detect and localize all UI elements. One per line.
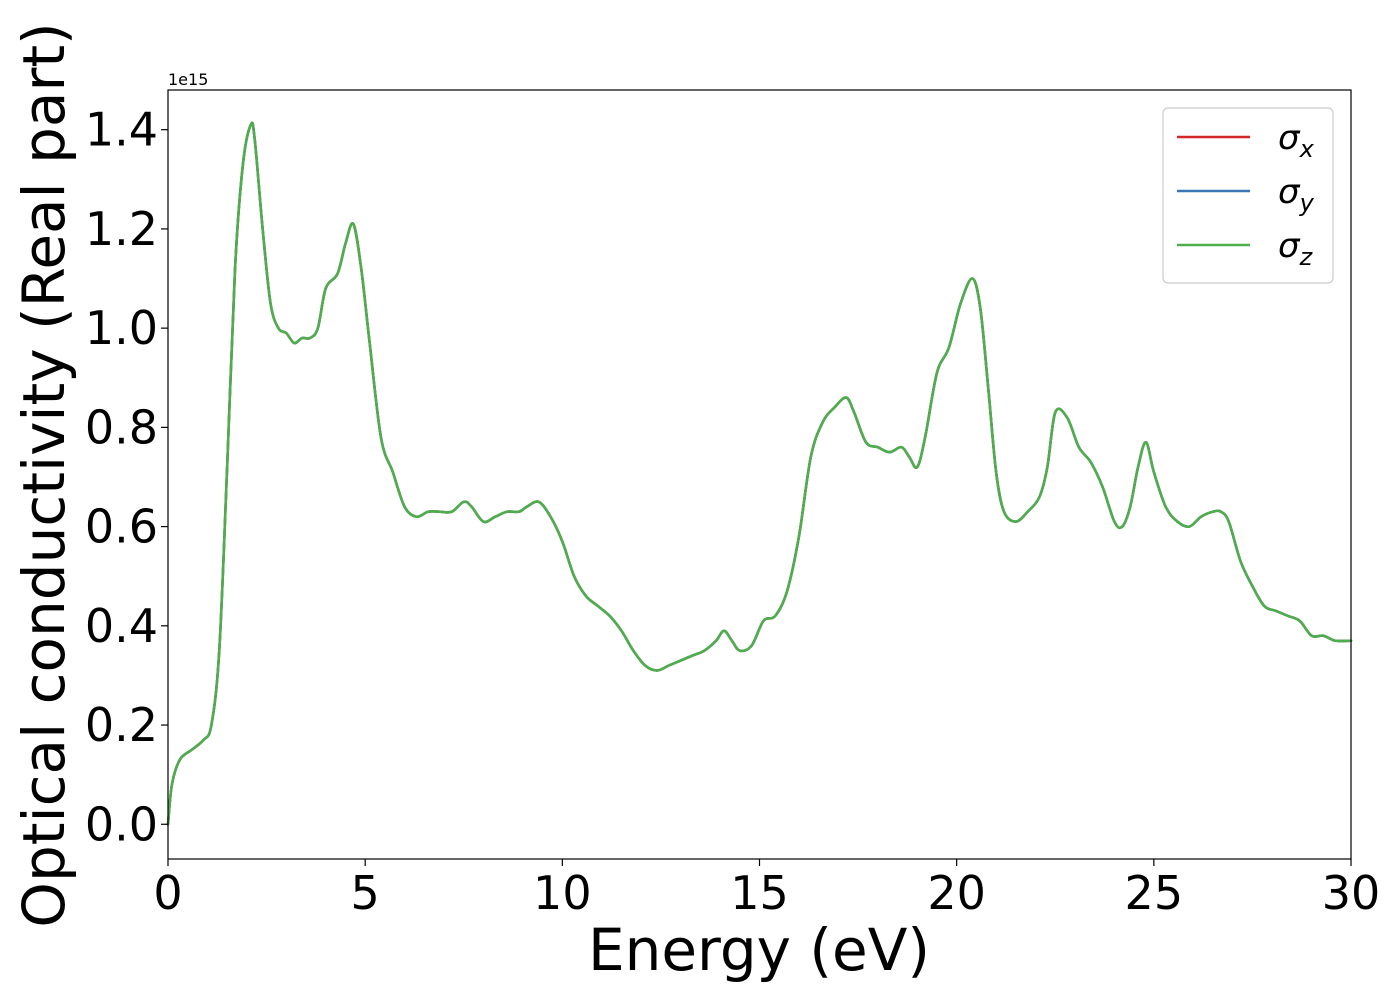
- x-tick-label: 25: [1125, 866, 1184, 920]
- series-line-3: [166, 121, 1353, 826]
- series-layer: [166, 121, 1353, 826]
- legend-box: [1162, 107, 1334, 284]
- legend-label-2: σy: [1278, 172, 1315, 217]
- y-tick-label: 0.6: [85, 500, 158, 554]
- x-axis-label: Energy (eV): [588, 916, 930, 984]
- x-tick-label: 30: [1322, 866, 1381, 920]
- y-axis-label: Optical conductivity (Real part): [10, 22, 78, 927]
- legend-items: σx σy σz: [1177, 118, 1315, 271]
- legend: σx σy σz: [1162, 107, 1334, 284]
- x-tick-label: 15: [730, 866, 789, 920]
- x-axis-ticks: 0 5 10 15 20 25 30: [153, 859, 1380, 920]
- y-offset-label: 1e15: [168, 70, 208, 89]
- y-axis-ticks: 0.0 0.2 0.4 0.6 0.8 1.0 1.2 1.4: [85, 103, 168, 851]
- y-tick-label: 0.4: [85, 599, 158, 653]
- y-tick-label: 0.0: [85, 797, 158, 851]
- y-tick-label: 1.0: [85, 301, 158, 355]
- legend-label-3: σz: [1278, 226, 1314, 271]
- y-tick-label: 0.2: [85, 698, 158, 752]
- y-tick-label: 1.4: [85, 103, 158, 157]
- x-tick-label: 5: [351, 866, 380, 920]
- x-tick-label: 10: [533, 866, 592, 920]
- legend-label-1: σx: [1278, 118, 1315, 163]
- x-tick-label: 0: [153, 866, 182, 920]
- y-tick-label: 0.8: [85, 400, 158, 454]
- x-tick-label: 20: [927, 866, 986, 920]
- y-tick-label: 1.2: [85, 202, 158, 256]
